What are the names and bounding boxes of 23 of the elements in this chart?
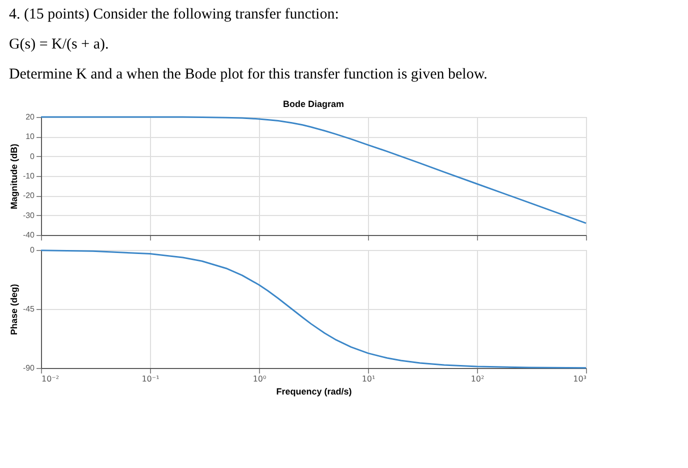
x-axis-title: Frequency (rad/s) [276, 386, 352, 396]
y-tick-label: -20 [22, 191, 36, 200]
y-tick-label: 20 [26, 112, 36, 122]
y-axis-title: Phase (deg) [8, 284, 19, 336]
y-tick-label: -45 [22, 304, 36, 314]
y-tick-label: -90 [22, 364, 36, 372]
x-tick-label: 10⁻² [42, 374, 60, 384]
x-tick-label: 10⁻¹ [142, 374, 160, 384]
text: G(s) = K/(s + a). [8, 36, 109, 52]
y-tick-label: 0 [30, 152, 36, 161]
y-tick-label: 0 [30, 246, 36, 254]
chart-title: Bode Diagram [282, 99, 344, 109]
text: 4. (15 points) Consider the following transfer function: [8, 6, 339, 22]
y-axis-title: Magnitude (dB) [8, 144, 19, 210]
y-tick-label: 10 [26, 132, 36, 142]
y-tick-label: -30 [22, 210, 36, 220]
x-tick-label: 10¹ [362, 374, 376, 384]
x-tick-label: 10² [470, 374, 484, 384]
x-tick-label: 10³ [573, 374, 586, 384]
y-tick-label: -10 [22, 172, 36, 180]
x-tick-label: 10⁰ [252, 374, 266, 384]
text: Determine K and a when the Bode plot for this transfer function is given below. [8, 66, 488, 82]
y-tick-label: -40 [22, 230, 36, 240]
